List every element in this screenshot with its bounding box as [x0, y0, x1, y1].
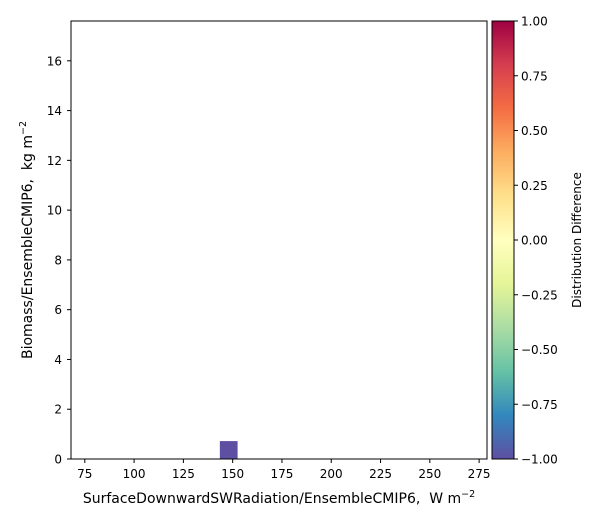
heatmap-cells: [219, 441, 238, 459]
colorbar-tick-label: −0.25: [521, 288, 558, 302]
y-axis-ticks: 0 2 4 6 8 10 12 14 16: [47, 54, 71, 467]
y-tick-label: 10: [47, 204, 62, 218]
x-tick-label: 250: [418, 467, 441, 481]
plot-area: 75 100 125 150 175 200 225 250 275 0 2 4 6 8 10 12 14 16: [47, 20, 491, 481]
x-tick-label: 275: [468, 467, 491, 481]
x-tick-label: 100: [123, 467, 146, 481]
x-axis-label: SurfaceDownwardSWRadiation/EnsembleCMIP6…: [83, 489, 475, 507]
plot-frame: [70, 20, 488, 460]
plot-background: [71, 21, 487, 459]
colorbar-tick-label: 1.00: [521, 15, 548, 29]
x-tick-label: 150: [221, 467, 244, 481]
colorbar-tick-label: 0.00: [521, 234, 548, 248]
colorbar-tick-label: −1.00: [521, 453, 558, 467]
colorbar-ticks: −1.00 −0.75 −0.50 −0.25 0.00 0.25 0.50 0.75 1.00: [514, 15, 558, 467]
colorbar-tick-label: 0.75: [521, 69, 548, 83]
x-tick-label: 175: [271, 467, 294, 481]
x-tick-label: 225: [369, 467, 392, 481]
colorbar-tick-label: −0.50: [521, 343, 558, 357]
y-tick-label: 2: [54, 403, 62, 417]
y-tick-label: 16: [47, 54, 62, 68]
x-axis-ticks: 75 100 125 150 175 200 225 250 275: [77, 459, 491, 481]
y-tick-label: 4: [54, 353, 62, 367]
colorbar-tick-label: 0.50: [521, 124, 548, 138]
colorbar-tick-label: −0.75: [521, 398, 558, 412]
colorbar: −1.00 −0.75 −0.50 −0.25 0.00 0.25 0.50 0.75 1.00…: [491, 15, 584, 467]
x-tick-label: 200: [320, 467, 343, 481]
colorbar-gradient: [492, 21, 514, 459]
x-tick-label: 75: [77, 467, 92, 481]
y-tick-label: 14: [47, 104, 62, 118]
colorbar-tick-label: 0.25: [521, 179, 548, 193]
y-tick-label: 12: [47, 154, 62, 168]
y-tick-label: 6: [54, 303, 62, 317]
colorbar-label: Distribution Difference: [570, 172, 584, 308]
y-tick-label: 0: [54, 453, 62, 467]
y-tick-label: 8: [54, 253, 62, 267]
x-tick-label: 125: [172, 467, 195, 481]
y-axis-label: Biomass/EnsembleCMIP6, kg m−2: [18, 121, 36, 359]
heatmap-cell: [219, 441, 238, 459]
